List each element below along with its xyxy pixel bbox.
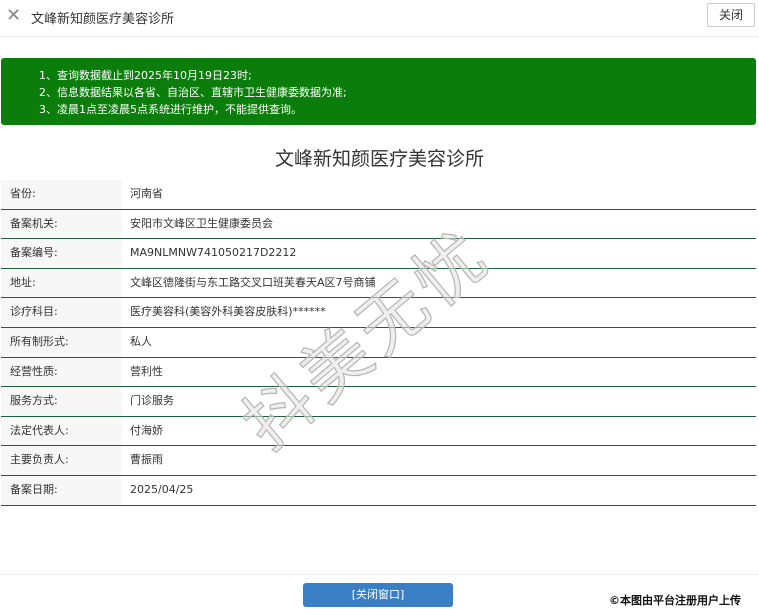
row-value: MA9NLMNW741050217D2212 [130, 246, 297, 260]
close-icon[interactable]: ✕ [6, 5, 22, 26]
row-label: 备案日期: [1, 475, 122, 505]
table-row: 服务方式: 门诊服务 [1, 387, 756, 417]
row-label: 诊疗科目: [1, 298, 122, 327]
top-bar: ✕ 文峰新知颜医疗美容诊所 关闭 [0, 0, 759, 37]
table-row: 备案日期: 2025/04/25 [1, 475, 756, 506]
credit-text: ©本图由平台注册用户上传 [609, 594, 741, 607]
notice-banner: 1、查询数据截止到2025年10月19日23时; 2、信息数据结果以各省、自治区… [1, 58, 756, 125]
page-title: 文峰新知颜医疗美容诊所 [274, 148, 484, 170]
row-label: 备案机关: [1, 209, 122, 239]
row-value: 河南省 [130, 187, 163, 200]
row-value: 医疗美容科(美容外科美容皮肤科)****** [130, 305, 326, 319]
row-value: 安阳市文峰区卫生健康委员会 [130, 216, 273, 230]
close-window-button[interactable]: [关闭窗口] [303, 583, 453, 607]
table-row: 法定代表人: 付海娇 [1, 416, 756, 447]
divider [0, 574, 759, 575]
notice-line: 1、查询数据截止到2025年10月19日23时; [39, 69, 252, 82]
row-value: 文峰区德隆街与东工路交叉口班芙春天A区7号商铺 [130, 275, 376, 289]
table-row: 省份: 河南省 [1, 180, 756, 210]
row-value: 2025/04/25 [130, 482, 194, 496]
row-value: 付海娇 [130, 423, 163, 437]
table-row: 所有制形式: 私人 [1, 327, 756, 358]
notice-line: 2、信息数据结果以各省、自治区、直辖市卫生健康委数据为准; [39, 86, 347, 99]
table-row: 主要负责人: 曹振雨 [1, 446, 756, 476]
notice-line: 3、凌晨1点至凌晨5点系统进行维护，不能提供查询。 [39, 103, 302, 116]
row-value: 曹振雨 [130, 453, 163, 467]
close-button[interactable]: 关闭 [707, 3, 755, 27]
row-label: 法定代表人: [1, 416, 122, 446]
row-label: 地址: [1, 268, 122, 298]
row-label: 省份: [1, 180, 122, 209]
row-value: 营利性 [130, 364, 163, 378]
window-title: 文峰新知颜医疗美容诊所 [31, 12, 175, 27]
row-label: 服务方式: [1, 387, 122, 416]
row-label: 备案编号: [1, 239, 122, 268]
table-row: 备案机关: 安阳市文峰区卫生健康委员会 [1, 209, 756, 240]
row-value: 门诊服务 [130, 394, 174, 408]
table-row: 地址: 文峰区德隆街与东工路交叉口班芙春天A区7号商铺 [1, 268, 756, 299]
row-label: 主要负责人: [1, 446, 122, 475]
info-table: 省份: 河南省 备案机关: 安阳市文峰区卫生健康委员会 备案编号: MA9NLMNW741… [1, 180, 756, 506]
row-label: 所有制形式: [1, 327, 122, 357]
row-label: 经营性质: [1, 357, 122, 387]
table-row: 备案编号: MA9NLMNW741050217D2212 [1, 239, 756, 269]
table-row: 经营性质: 营利性 [1, 357, 756, 388]
table-row: 诊疗科目: 医疗美容科(美容外科美容皮肤科)****** [1, 298, 756, 328]
row-value: 私人 [130, 334, 152, 348]
